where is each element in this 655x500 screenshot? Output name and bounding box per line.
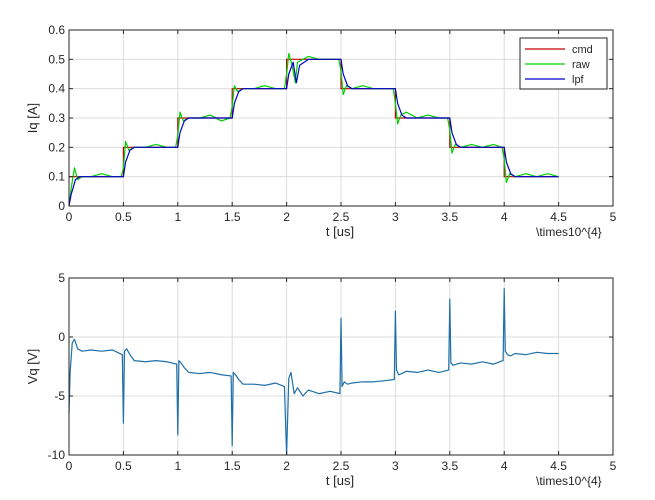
vq-x-tick-label: 4 <box>501 459 508 473</box>
iq-x-tick-label: 0 <box>66 210 73 224</box>
iq-x-tick-label: 2.5 <box>333 210 350 224</box>
legend-label-lpf: lpf <box>572 74 585 86</box>
vq-x-tick-label: 0.5 <box>115 459 132 473</box>
iq-x-tick-label: 5 <box>610 210 617 224</box>
iq-x-tick-label: 2 <box>283 210 290 224</box>
vq-series-group <box>68 288 559 456</box>
vq-x-tick-label: 4.5 <box>550 459 567 473</box>
iq-x-tick-label: 4.5 <box>550 210 567 224</box>
iq-x-tick-label: 0.5 <box>115 210 132 224</box>
iq-x-tick-label: 3 <box>392 210 399 224</box>
vq-x-tick-label: 0 <box>66 459 73 473</box>
iq-y-tick-label: 0.6 <box>48 23 65 37</box>
iq-x-tick-label: 1 <box>174 210 181 224</box>
iq-series-group <box>68 52 559 207</box>
iq-x-tick-label: 1.5 <box>224 210 241 224</box>
iq-y-tick-label: 0 <box>58 199 65 213</box>
vq-ticks: 0 0.5 1 1.5 2 2.5 3 3.5 4 4.5 5 -10 -5 0 5 <box>48 271 617 473</box>
vq-x-tick-label: 2 <box>283 459 290 473</box>
iq-ticks: 0 0.5 1 1.5 2 2.5 3 3.5 4 4.5 5 0 0.1 0.2 0.3 0.4 0.5 0.6 <box>48 23 616 224</box>
vq-x-tick-label: 2.5 <box>333 459 350 473</box>
vq-y-tick-label: -5 <box>54 389 65 403</box>
vq-x-exponent-label: \times10^{4} <box>536 474 602 488</box>
vq-x-tick-label: 1.5 <box>224 459 241 473</box>
vq-y-tick-label: 0 <box>58 330 65 344</box>
vq-y-tick-label: -10 <box>48 448 66 462</box>
vq-x-axis-label: t [us] <box>326 473 354 488</box>
vq-y-axis-label: Vq [V] <box>25 349 40 384</box>
vq-x-tick-label: 1 <box>174 459 181 473</box>
iq-legend: cmd raw lpf <box>519 37 608 90</box>
iq-y-tick-label: 0.4 <box>48 82 65 96</box>
legend-label-cmd: cmd <box>572 44 593 56</box>
iq-y-tick-label: 0.1 <box>48 170 65 184</box>
iq-y-tick-label: 0.5 <box>48 52 65 66</box>
iq-x-tick-label: 4 <box>501 210 508 224</box>
vq-x-tick-label: 3 <box>392 459 399 473</box>
iq-x-exponent-label: \times10^{4} <box>536 225 602 239</box>
iq-y-tick-label: 0.2 <box>48 140 65 154</box>
iq-y-axis-label: Iq [A] <box>25 103 40 133</box>
iq-x-tick-label: 3.5 <box>441 210 458 224</box>
iq-series-lpf <box>68 58 559 207</box>
vq-plot: 0 0.5 1 1.5 2 2.5 3 3.5 4 4.5 5 -10 -5 0 5 t [us] Vq [… <box>25 271 617 488</box>
vq-series-line <box>68 288 559 456</box>
iq-plot: 0 0.5 1 1.5 2 2.5 3 3.5 4 4.5 5 0 0.1 0.2 0.3 0.4 0.5 0.6… <box>25 23 617 239</box>
vq-x-tick-label: 3.5 <box>441 459 458 473</box>
vq-x-tick-label: 5 <box>610 459 617 473</box>
iq-x-axis-label: t [us] <box>326 224 354 239</box>
iq-y-tick-label: 0.3 <box>48 111 65 125</box>
vq-y-tick-label: 5 <box>58 271 65 285</box>
legend-label-raw: raw <box>572 59 590 71</box>
